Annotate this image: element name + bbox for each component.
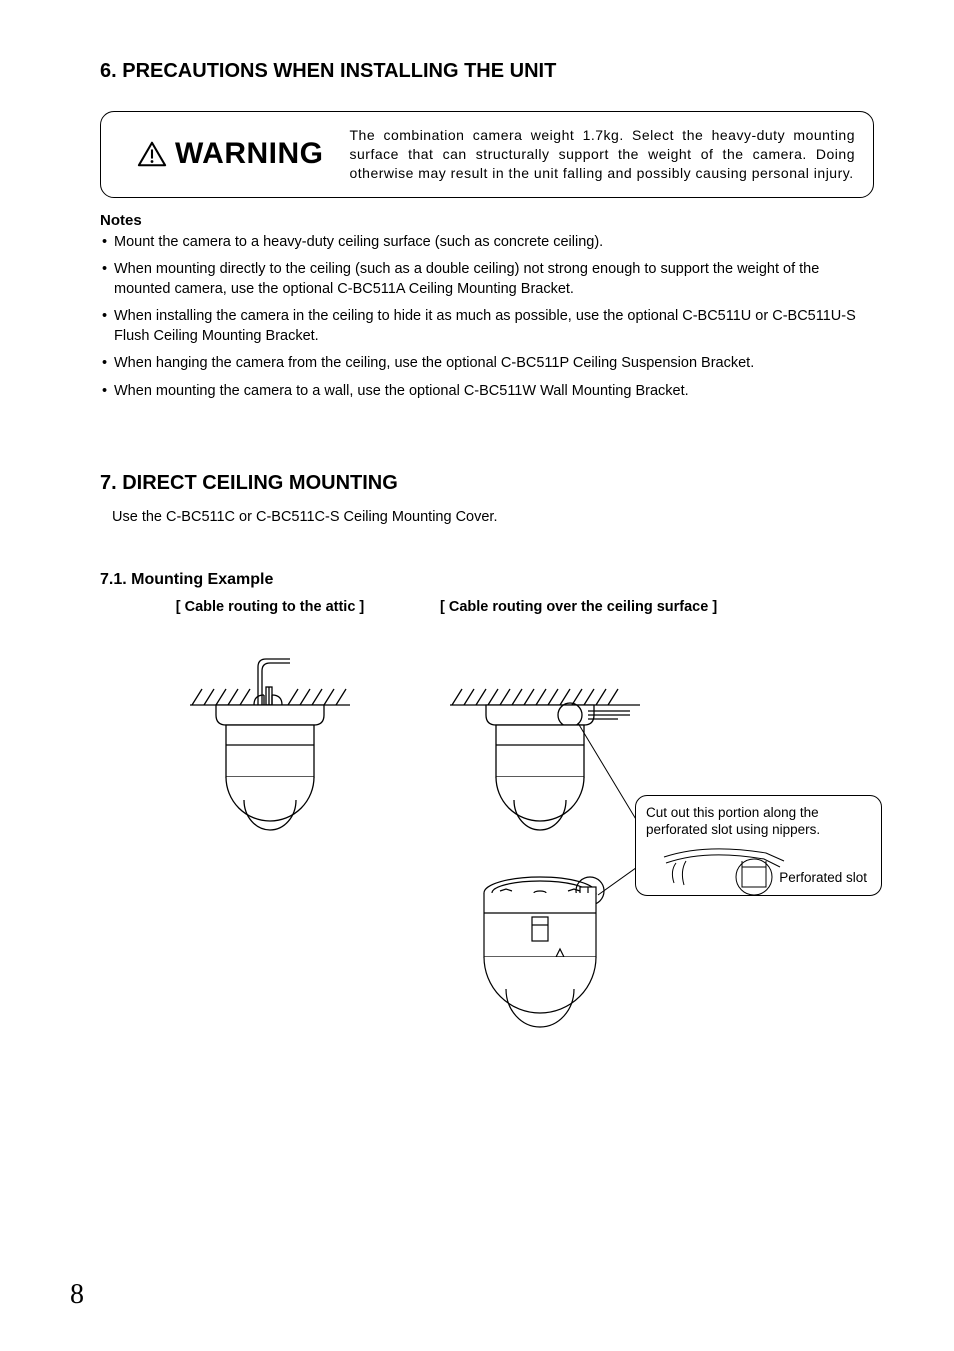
right-diagram-label: [ Cable routing over the ceiling surface… [440, 599, 870, 615]
left-diagram-label: [ Cable routing to the attic ] [100, 599, 440, 615]
callout-text: Cut out this portion along the perforate… [646, 804, 871, 839]
note-item: When mounting the camera to a wall, use … [100, 382, 874, 402]
note-item: When mounting directly to the ceiling (s… [100, 260, 874, 299]
warning-label: WARNING [175, 137, 324, 171]
diagram-left-col: [ Cable routing to the attic ] [100, 599, 440, 1100]
callout-box: Cut out this portion along the perforate… [635, 795, 882, 896]
note-item: When installing the camera in the ceilin… [100, 307, 874, 346]
diagram-row: [ Cable routing to the attic ] [100, 599, 874, 1100]
warning-triangle-icon [137, 140, 167, 168]
warning-body-text: The combination camera weight 1.7kg. Sel… [334, 126, 856, 183]
page-number: 8 [70, 1279, 84, 1311]
callout-label: Perforated slot [779, 870, 867, 885]
attic-routing-diagram-icon [170, 645, 370, 865]
notes-heading: Notes [100, 212, 874, 229]
section6-heading: 6. PRECAUTIONS WHEN INSTALLING THE UNIT [100, 60, 874, 83]
diagram-right-col: [ Cable routing over the ceiling surface… [440, 599, 870, 1100]
warning-left-group: WARNING [119, 137, 334, 171]
note-item: Mount the camera to a heavy-duty ceiling… [100, 233, 874, 253]
notes-list: Mount the camera to a heavy-duty ceiling… [100, 233, 874, 402]
note-item: When hanging the camera from the ceiling… [100, 354, 874, 374]
section7-intro: Use the C-BC511C or C-BC511C-S Ceiling M… [112, 509, 874, 525]
document-page: 6. PRECAUTIONS WHEN INSTALLING THE UNIT … [0, 0, 954, 1351]
warning-box: WARNING The combination camera weight 1.… [100, 111, 874, 198]
section7-heading: 7. DIRECT CEILING MOUNTING [100, 472, 874, 495]
section7-subheading: 7.1. Mounting Example [100, 571, 874, 589]
